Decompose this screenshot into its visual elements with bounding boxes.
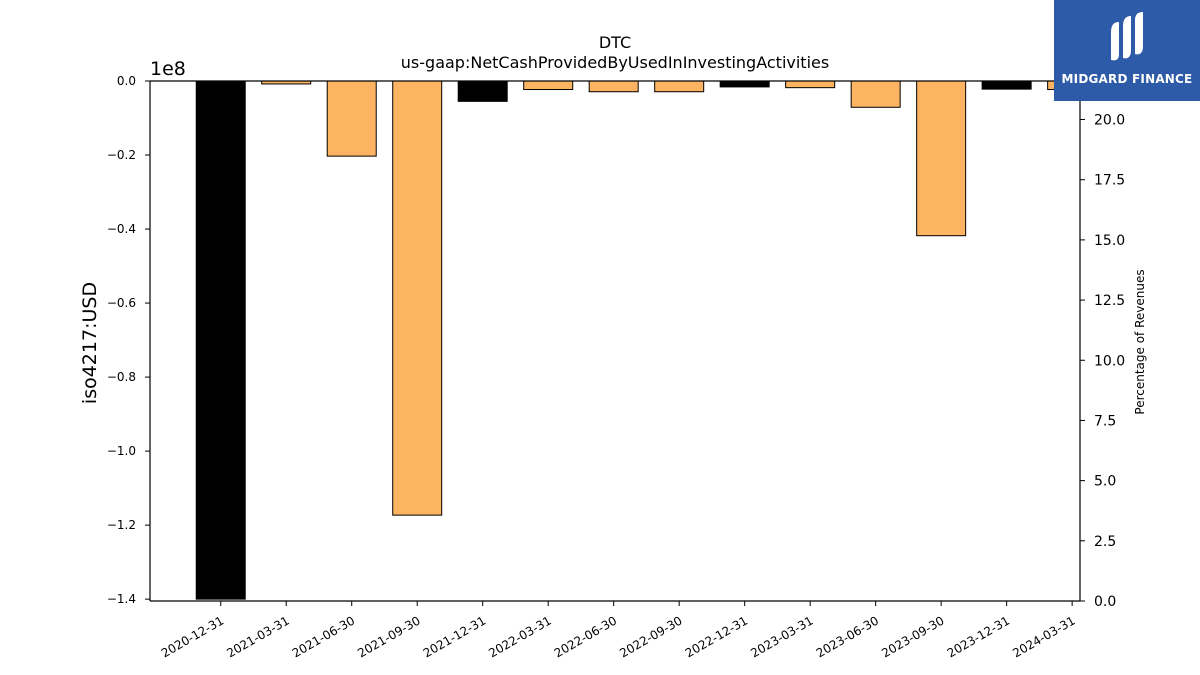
y-tick-label: −0.4 [107, 222, 136, 236]
bar-2022-06-30 [588, 80, 639, 93]
y-tick-label: −0.6 [107, 296, 136, 310]
y2-tick-label: 10.0 [1094, 353, 1125, 369]
midgard-logo-icon [1111, 12, 1143, 61]
y-tick-label: −1.0 [107, 444, 136, 458]
bar-2020-12-31 [195, 80, 246, 600]
chart-title: DTC [599, 33, 631, 52]
x-tick-label: 2023-03-31 [748, 613, 815, 660]
bar-2023-09-30 [916, 80, 967, 237]
x-tick-label: 2021-03-31 [224, 613, 291, 660]
bar-2023-03-31 [785, 80, 836, 89]
y2-tick-label: 20.0 [1094, 113, 1125, 129]
x-tick-label: 2023-12-31 [945, 613, 1012, 660]
y2-tick-label: 5.0 [1094, 474, 1116, 490]
y-offset-label: 1e8 [150, 58, 186, 80]
x-tick-label: 2020-12-31 [159, 613, 226, 660]
bar-2022-12-31 [719, 80, 770, 88]
x-tick-label: 2021-12-31 [421, 613, 488, 660]
x-tick-label: 2022-09-30 [617, 613, 684, 660]
y-tick-label: −1.2 [107, 518, 136, 532]
y2-tick-label: 0.0 [1094, 594, 1116, 610]
bar-2022-09-30 [654, 80, 705, 93]
x-tick-label: 2022-12-31 [683, 613, 750, 660]
y-tick-label: −0.8 [107, 370, 136, 384]
y-tick-label: 0.0 [117, 74, 136, 88]
y2-axis-label: Percentage of Revenues [1133, 269, 1147, 414]
y-tick-label: −0.2 [107, 148, 136, 162]
bars-group [195, 80, 1098, 600]
x-tick-label: 2023-09-30 [879, 613, 946, 660]
bar-2023-06-30 [850, 80, 901, 108]
chart-subtitle: us-gaap:NetCashProvidedByUsedInInvesting… [401, 53, 829, 72]
y2-tick-label: 12.5 [1094, 293, 1125, 309]
y-axis-label: iso4217:USD [79, 282, 101, 404]
x-tick-label: 2022-06-30 [552, 613, 619, 660]
y2-tick-label: 7.5 [1094, 413, 1116, 429]
y-tick-label: −1.4 [107, 592, 136, 606]
y2-tick-label: 2.5 [1094, 534, 1116, 550]
x-tick-label: 2021-09-30 [355, 613, 422, 660]
x-tick-label: 2021-06-30 [290, 613, 357, 660]
bar-2021-12-31 [457, 80, 508, 102]
bar-2021-06-30 [326, 80, 377, 157]
x-tick-label: 2023-06-30 [814, 613, 881, 660]
y2-tick-label: 17.5 [1094, 173, 1125, 189]
bar-2021-09-30 [392, 80, 443, 516]
x-tick-label: 2024-03-31 [1010, 613, 1077, 660]
brand-logo: MIDGARD FINANCE [1054, 0, 1200, 101]
logo-text: MIDGARD FINANCE [1061, 72, 1193, 86]
bar-2023-12-31 [981, 80, 1032, 90]
axes-group: 0.0 −0.2 −0.4 −0.6 −0.8 −1.0 −1.2 −1.4 0.0 2.5 5.0… [107, 74, 1125, 660]
y2-tick-label: 15.0 [1094, 233, 1125, 249]
x-tick-label: 2022-03-31 [486, 613, 553, 660]
bar-2022-03-31 [523, 80, 574, 91]
